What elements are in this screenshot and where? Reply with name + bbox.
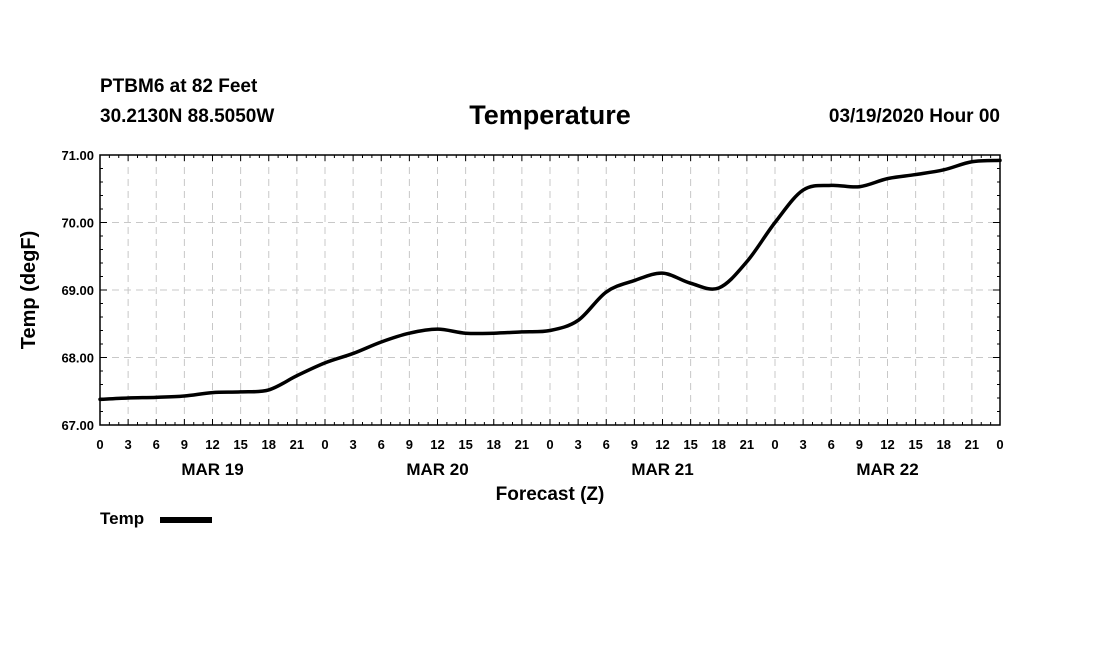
y-tick-label: 71.00 — [61, 148, 94, 163]
temp-data-point — [632, 279, 636, 283]
y-tick-label: 69.00 — [61, 283, 94, 298]
x-tick-label: 0 — [96, 437, 103, 452]
x-tick-label: 3 — [125, 437, 132, 452]
day-label: MAR 19 — [181, 460, 243, 479]
day-label: MAR 21 — [631, 460, 693, 479]
temp-data-point — [661, 271, 664, 275]
x-tick-label: 15 — [233, 437, 247, 452]
x-tick-label: 0 — [321, 437, 328, 452]
x-tick-label: 12 — [880, 437, 894, 452]
temp-data-point — [942, 168, 946, 172]
temp-data-point — [576, 318, 580, 322]
y-tick-label: 68.00 — [61, 351, 94, 366]
station-coordinates: 30.2130N 88.5050W — [100, 106, 275, 127]
grid-lines — [100, 155, 1000, 425]
x-tick-label: 18 — [262, 437, 276, 452]
x-tick-label: 18 — [487, 437, 501, 452]
temp-data-point — [548, 329, 552, 332]
temp-data-point — [998, 158, 1002, 162]
temp-data-point — [211, 391, 214, 395]
x-tick-label: 0 — [771, 437, 778, 452]
y-axis-label: Temp (degF) — [18, 231, 40, 350]
temp-data-point — [182, 394, 186, 398]
temp-data-point — [717, 286, 721, 290]
x-tick-label: 21 — [965, 437, 979, 452]
x-tick-label: 18 — [937, 437, 951, 452]
temp-data-point — [801, 188, 805, 192]
x-tick-label: 9 — [631, 437, 638, 452]
x-tick-label: 0 — [996, 437, 1003, 452]
temp-data-point — [379, 340, 383, 344]
temp-data-point — [126, 396, 130, 400]
temp-data-point — [886, 177, 889, 181]
temp-data-point — [689, 281, 693, 285]
day-label: MAR 22 — [856, 460, 918, 479]
forecast-datetime: 03/19/2020 Hour 00 — [828, 106, 1000, 127]
x-axis-label: Forecast (Z) — [496, 484, 605, 505]
temp-data-point — [154, 395, 158, 399]
temp-data-point — [351, 351, 355, 355]
x-tick-label: 6 — [603, 437, 610, 452]
x-tick-label: 21 — [290, 437, 304, 452]
x-tick-label: 6 — [378, 437, 385, 452]
x-tick-label: 3 — [800, 437, 807, 452]
x-tick-label: 12 — [205, 437, 219, 452]
temp-data-point — [745, 260, 749, 264]
x-tick-label: 12 — [655, 437, 669, 452]
temp-data-point — [773, 221, 777, 224]
series-layer — [98, 158, 1002, 402]
x-tick-label: 15 — [908, 437, 922, 452]
temp-data-point — [407, 331, 411, 335]
chart-title: Temperature — [469, 100, 631, 130]
x-tick-label: 12 — [430, 437, 444, 452]
temp-data-point — [436, 327, 439, 331]
temp-data-point — [914, 173, 918, 177]
temp-data-point — [98, 397, 102, 401]
x-tick-label: 6 — [153, 437, 160, 452]
x-tick-label: 3 — [350, 437, 357, 452]
temp-data-point — [239, 390, 243, 394]
y-tick-label: 70.00 — [61, 216, 94, 231]
axis-ticks — [99, 154, 1001, 426]
x-tick-label: 21 — [740, 437, 754, 452]
temp-data-point — [604, 290, 608, 294]
temp-data-point — [857, 185, 861, 189]
x-tick-label: 15 — [683, 437, 697, 452]
temp-data-point — [829, 183, 833, 187]
day-label: MAR 20 — [406, 460, 468, 479]
temp-data-point — [492, 331, 496, 335]
y-tick-label: 67.00 — [61, 418, 94, 433]
x-tick-label: 21 — [515, 437, 529, 452]
temp-data-point — [267, 388, 271, 392]
temp-data-point — [970, 160, 974, 164]
legend-line-swatch — [160, 517, 212, 523]
axis-tick-labels: 0 3 6 9 12 15 18 21 0 3 6 9 12 15 18 21 0 3 6 9 12 15 18 21 0 3 6 9… — [61, 148, 1003, 479]
x-tick-label: 0 — [546, 437, 553, 452]
temp-data-point — [323, 361, 327, 365]
station-name: PTBM6 at 82 Feet — [100, 76, 258, 97]
x-tick-label: 15 — [458, 437, 472, 452]
x-tick-label: 9 — [181, 437, 188, 452]
x-tick-label: 9 — [406, 437, 413, 452]
x-tick-label: 3 — [575, 437, 582, 452]
temp-data-point — [464, 331, 468, 335]
temp-data-point — [295, 374, 299, 378]
x-tick-label: 6 — [828, 437, 835, 452]
temp-data-point — [520, 330, 524, 334]
x-tick-label: 18 — [712, 437, 726, 452]
legend-label: Temp — [100, 509, 145, 528]
x-tick-label: 9 — [856, 437, 863, 452]
